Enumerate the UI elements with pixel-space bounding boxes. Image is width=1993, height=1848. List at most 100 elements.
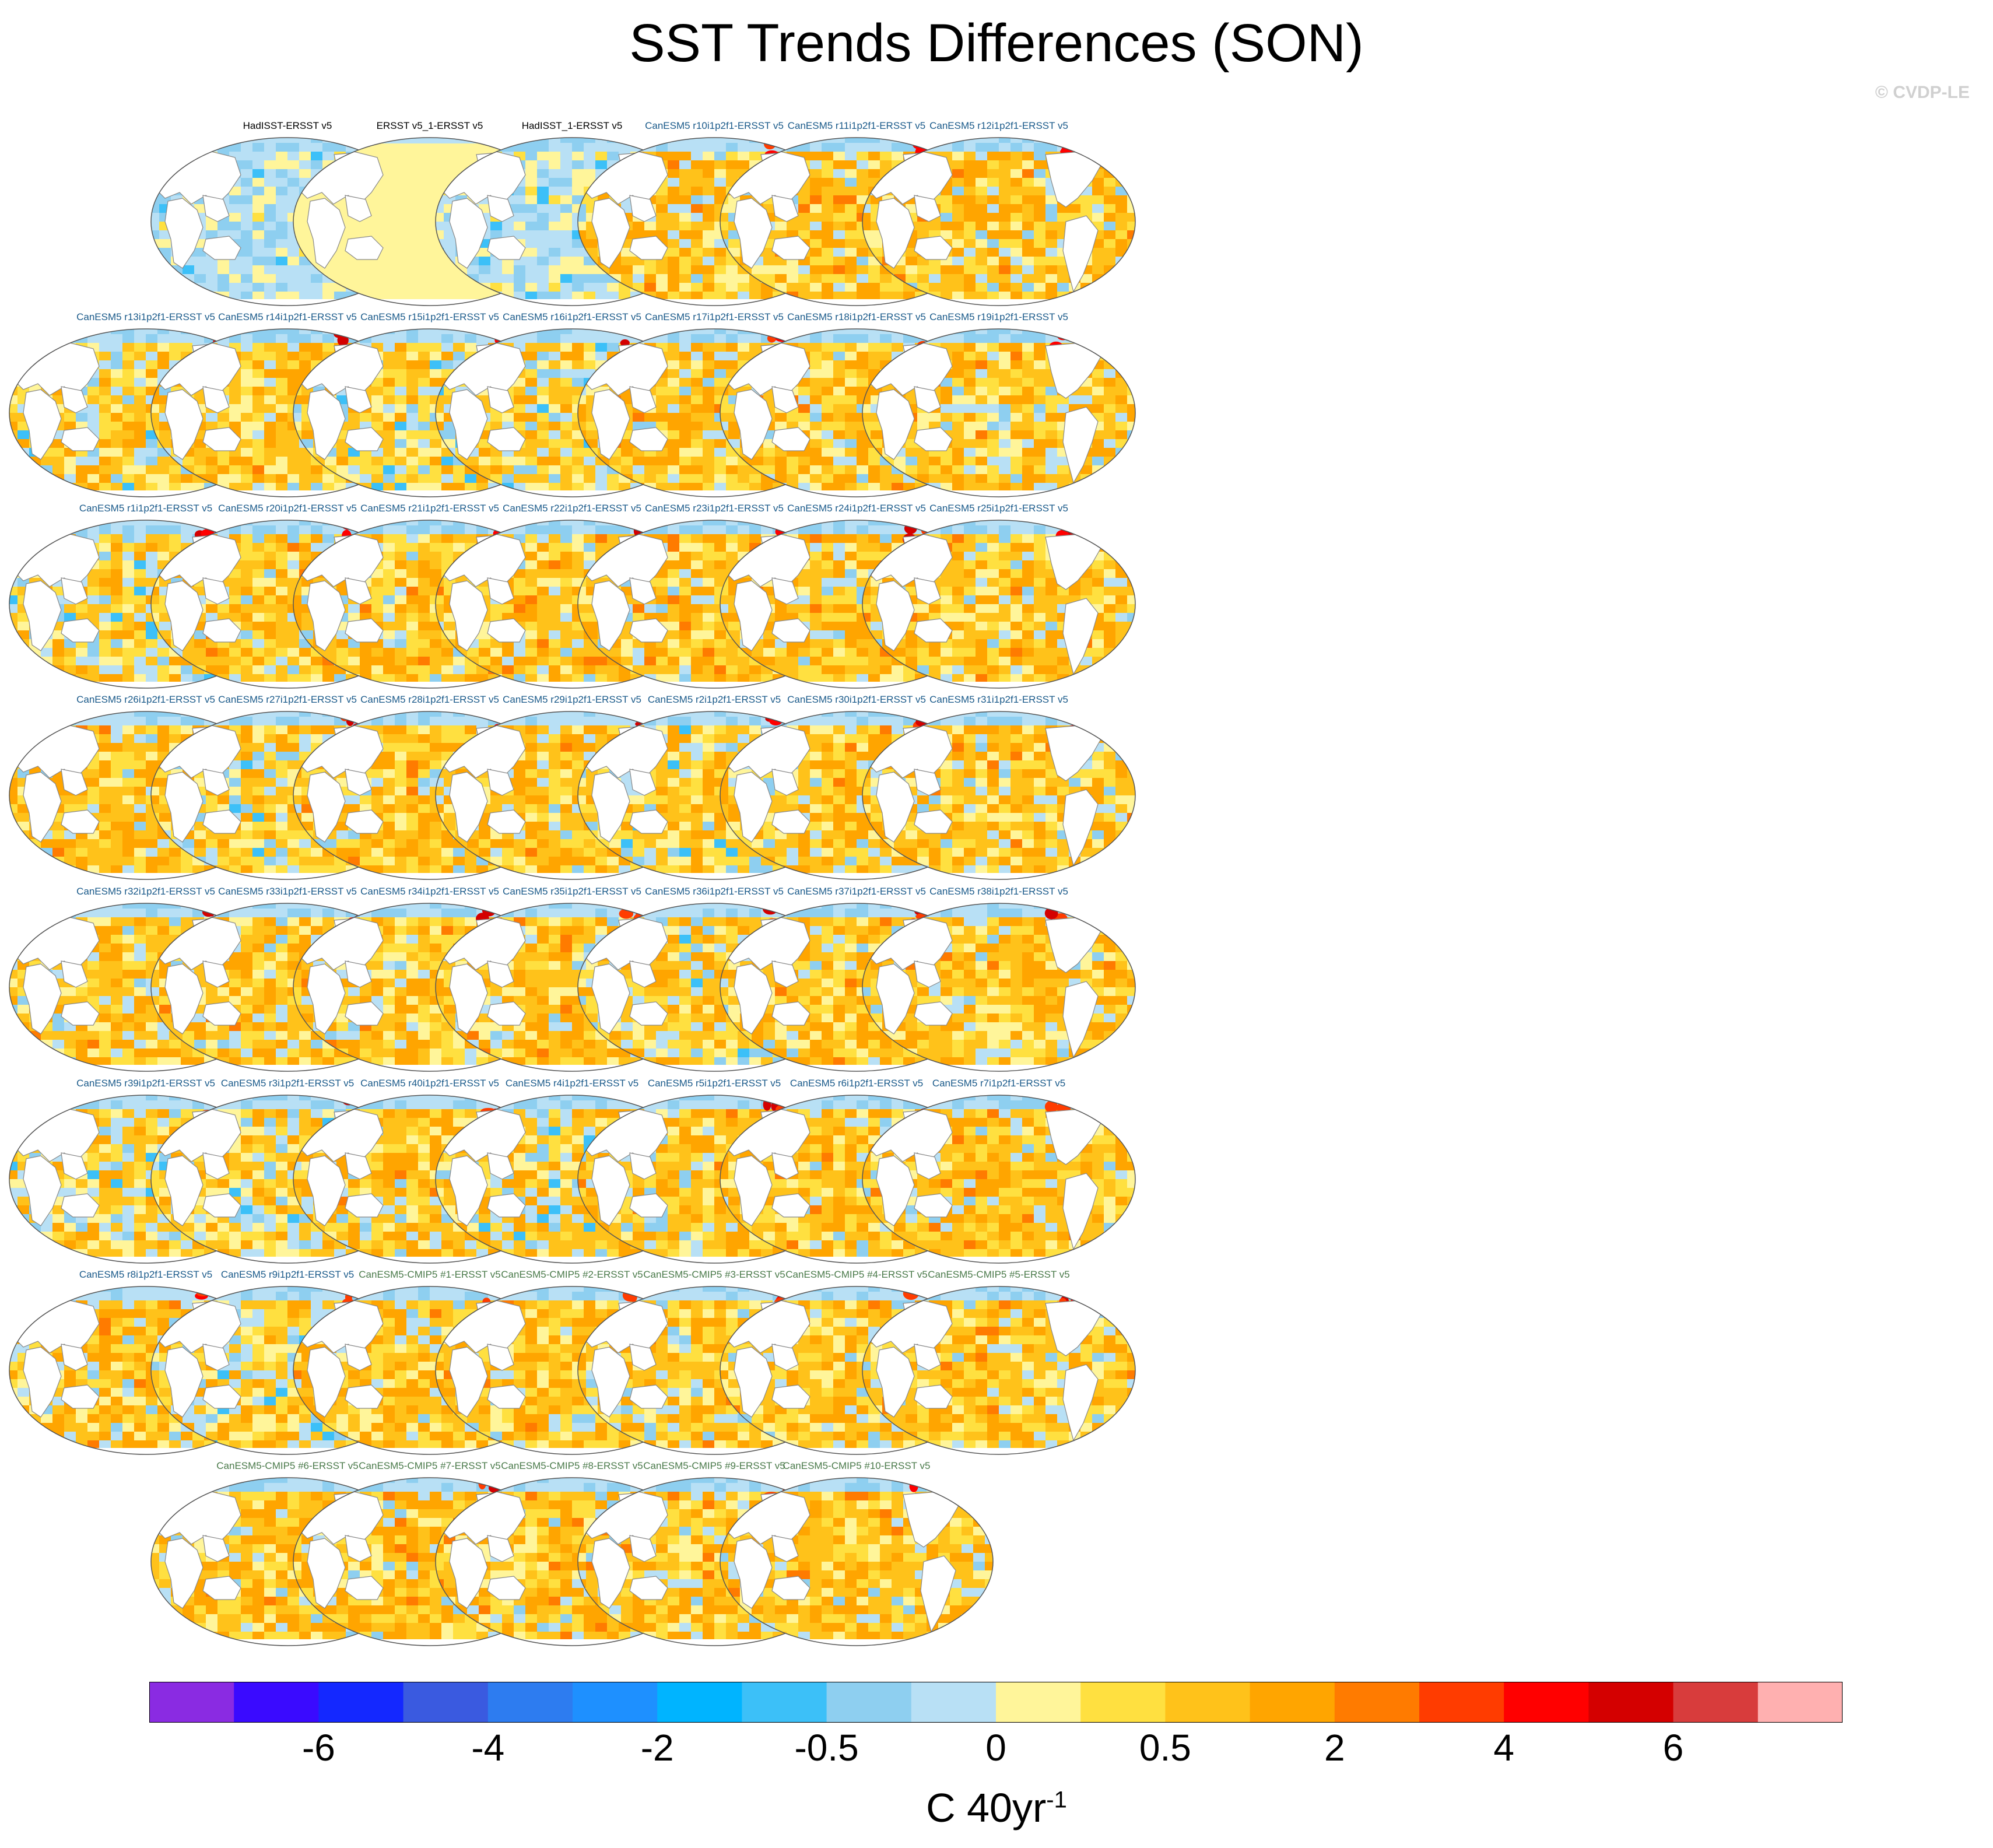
map-outline bbox=[862, 711, 1136, 880]
panel-label: CanESM5 r14i1p2f1-ERSST v5 bbox=[148, 311, 427, 323]
panel-label: CanESM5 r18i1p2f1-ERSST v5 bbox=[717, 311, 996, 323]
panel-label: CanESM5 r8i1p2f1-ERSST v5 bbox=[6, 1269, 286, 1281]
world-map bbox=[862, 1286, 1136, 1455]
panel-label: HadISST_1-ERSST v5 bbox=[432, 120, 712, 132]
panel-label: CanESM5-CMIP5 #6-ERSST v5 bbox=[148, 1460, 427, 1472]
panel-label: CanESM5 r19i1p2f1-ERSST v5 bbox=[859, 311, 1139, 323]
world-map bbox=[720, 711, 994, 880]
map-panel: CanESM5-CMIP5 #5-ERSST v5 bbox=[859, 1269, 1139, 1459]
panel-label: CanESM5 r22i1p2f1-ERSST v5 bbox=[432, 503, 712, 514]
panel-label: CanESM5-CMIP5 #2-ERSST v5 bbox=[432, 1269, 712, 1281]
panel-label: CanESM5 r17i1p2f1-ERSST v5 bbox=[574, 311, 854, 323]
map-outline bbox=[862, 1286, 1136, 1455]
colorbar-swatch bbox=[1080, 1682, 1166, 1723]
map-panel: CanESM5 r25i1p2f1-ERSST v5 bbox=[859, 503, 1139, 693]
panel-label: CanESM5 r21i1p2f1-ERSST v5 bbox=[290, 503, 570, 514]
panel-label: CanESM5 r1i1p2f1-ERSST v5 bbox=[6, 503, 286, 514]
tick-label: -0.5 bbox=[794, 1726, 858, 1769]
panel-label: CanESM5 r15i1p2f1-ERSST v5 bbox=[290, 311, 570, 323]
map-panel-grid: HadISST-ERSST v5 ERSST v5_1-ERSST v5 HadIS… bbox=[6, 120, 1139, 1650]
watermark: © CVDP-LE bbox=[1875, 83, 1970, 103]
panel-label: CanESM5 r9i1p2f1-ERSST v5 bbox=[148, 1269, 427, 1281]
colorbar-swatch bbox=[149, 1682, 234, 1723]
panel-label: CanESM5 r29i1p2f1-ERSST v5 bbox=[432, 694, 712, 706]
world-map bbox=[862, 137, 1136, 306]
colorbar-swatch bbox=[826, 1682, 912, 1723]
colorbar-swatch bbox=[1757, 1682, 1843, 1723]
panel-label: CanESM5 r7i1p2f1-ERSST v5 bbox=[859, 1078, 1139, 1089]
panel-label: CanESM5 r28i1p2f1-ERSST v5 bbox=[290, 694, 570, 706]
colorbar-swatch bbox=[1673, 1682, 1759, 1723]
panel-label: CanESM5 r36i1p2f1-ERSST v5 bbox=[574, 886, 854, 897]
panel-label: CanESM5-CMIP5 #8-ERSST v5 bbox=[432, 1460, 712, 1472]
map-outline bbox=[862, 328, 1136, 497]
panel-label: CanESM5 r33i1p2f1-ERSST v5 bbox=[148, 886, 427, 897]
sst-field bbox=[720, 1478, 993, 1646]
map-outline bbox=[862, 1095, 1136, 1264]
colorbar-swatch bbox=[742, 1682, 827, 1723]
map-panel: CanESM5 r31i1p2f1-ERSST v5 bbox=[859, 694, 1139, 884]
colorbar-swatch bbox=[403, 1682, 489, 1723]
panel-label: CanESM5 r16i1p2f1-ERSST v5 bbox=[432, 311, 712, 323]
map-panel: CanESM5 r19i1p2f1-ERSST v5 bbox=[859, 311, 1139, 502]
panel-label: CanESM5 r5i1p2f1-ERSST v5 bbox=[574, 1078, 854, 1089]
panel-label: CanESM5 r12i1p2f1-ERSST v5 bbox=[859, 120, 1139, 132]
panel-label: HadISST-ERSST v5 bbox=[148, 120, 427, 132]
panel-label: CanESM5 r4i1p2f1-ERSST v5 bbox=[432, 1078, 712, 1089]
units-exponent: -1 bbox=[1046, 1787, 1067, 1813]
panel-label: CanESM5 r37i1p2f1-ERSST v5 bbox=[717, 886, 996, 897]
panel-label: CanESM5 r10i1p2f1-ERSST v5 bbox=[574, 120, 854, 132]
colorbar-swatch bbox=[234, 1682, 319, 1723]
panel-label: CanESM5-CMIP5 #3-ERSST v5 bbox=[574, 1269, 854, 1281]
colorbar-tick-labels: -6 -4 -2 -0.5 0 0.5 2 4 6 bbox=[0, 1726, 1993, 1773]
panel-label: CanESM5 r27i1p2f1-ERSST v5 bbox=[148, 694, 427, 706]
colorbar-swatch bbox=[1419, 1682, 1504, 1723]
panel-label: CanESM5 r35i1p2f1-ERSST v5 bbox=[432, 886, 712, 897]
panel-label: CanESM5 r23i1p2f1-ERSST v5 bbox=[574, 503, 854, 514]
panel-label: CanESM5 r30i1p2f1-ERSST v5 bbox=[717, 694, 996, 706]
map-panel: CanESM5-CMIP5 #10-ERSST v5 bbox=[717, 1460, 996, 1650]
sst-field bbox=[862, 711, 1135, 879]
world-map bbox=[720, 1477, 994, 1646]
panel-label: CanESM5 r6i1p2f1-ERSST v5 bbox=[717, 1078, 996, 1089]
colorbar-swatch bbox=[1504, 1682, 1589, 1723]
land bbox=[862, 713, 1135, 867]
colorbar-swatch bbox=[657, 1682, 742, 1723]
world-map bbox=[862, 711, 1136, 880]
panel-label: CanESM5 r25i1p2f1-ERSST v5 bbox=[859, 503, 1139, 514]
map-panel: CanESM5 r7i1p2f1-ERSST v5 bbox=[859, 1078, 1139, 1268]
panel-label: CanESM5 r24i1p2f1-ERSST v5 bbox=[717, 503, 996, 514]
map-panel: CanESM5 r12i1p2f1-ERSST v5 bbox=[859, 120, 1139, 310]
tick-label: -2 bbox=[641, 1726, 674, 1769]
map-outline bbox=[862, 520, 1136, 689]
colorbar-swatch bbox=[487, 1682, 573, 1723]
world-map bbox=[862, 903, 1136, 1072]
colorbar-units: C 40yr-1 bbox=[0, 1784, 1993, 1831]
tick-label: 2 bbox=[1324, 1726, 1345, 1769]
colorbar-swatch bbox=[1250, 1682, 1335, 1723]
panel-label: CanESM5 r20i1p2f1-ERSST v5 bbox=[148, 503, 427, 514]
map-panel: CanESM5 r38i1p2f1-ERSST v5 bbox=[859, 886, 1139, 1076]
land bbox=[862, 1288, 1135, 1442]
tick-label: -4 bbox=[471, 1726, 504, 1769]
units-base: C 40yr bbox=[926, 1785, 1046, 1831]
colorbar-swatch bbox=[1588, 1682, 1674, 1723]
panel-label: CanESM5 r3i1p2f1-ERSST v5 bbox=[148, 1078, 427, 1089]
panel-label: CanESM5 r26i1p2f1-ERSST v5 bbox=[6, 694, 286, 706]
panel-label: CanESM5 r34i1p2f1-ERSST v5 bbox=[290, 886, 570, 897]
sst-field bbox=[862, 520, 1135, 688]
tick-label: -6 bbox=[302, 1726, 335, 1769]
panel-label: CanESM5-CMIP5 #5-ERSST v5 bbox=[859, 1269, 1139, 1281]
sst-field bbox=[862, 1095, 1135, 1263]
colorbar-swatch bbox=[996, 1682, 1081, 1723]
colorbar-swatch bbox=[1165, 1682, 1251, 1723]
sst-field bbox=[862, 903, 1135, 1071]
panel-label: CanESM5 r40i1p2f1-ERSST v5 bbox=[290, 1078, 570, 1089]
panel-label: CanESM5 r31i1p2f1-ERSST v5 bbox=[859, 694, 1139, 706]
colorbar-swatch bbox=[573, 1682, 658, 1723]
panel-label: ERSST v5_1-ERSST v5 bbox=[290, 120, 570, 132]
panel-label: CanESM5-CMIP5 #1-ERSST v5 bbox=[290, 1269, 570, 1281]
panel-label: CanESM5 r11i1p2f1-ERSST v5 bbox=[717, 120, 996, 132]
tick-label: 0 bbox=[985, 1726, 1006, 1769]
tick-label: 0.5 bbox=[1139, 1726, 1191, 1769]
